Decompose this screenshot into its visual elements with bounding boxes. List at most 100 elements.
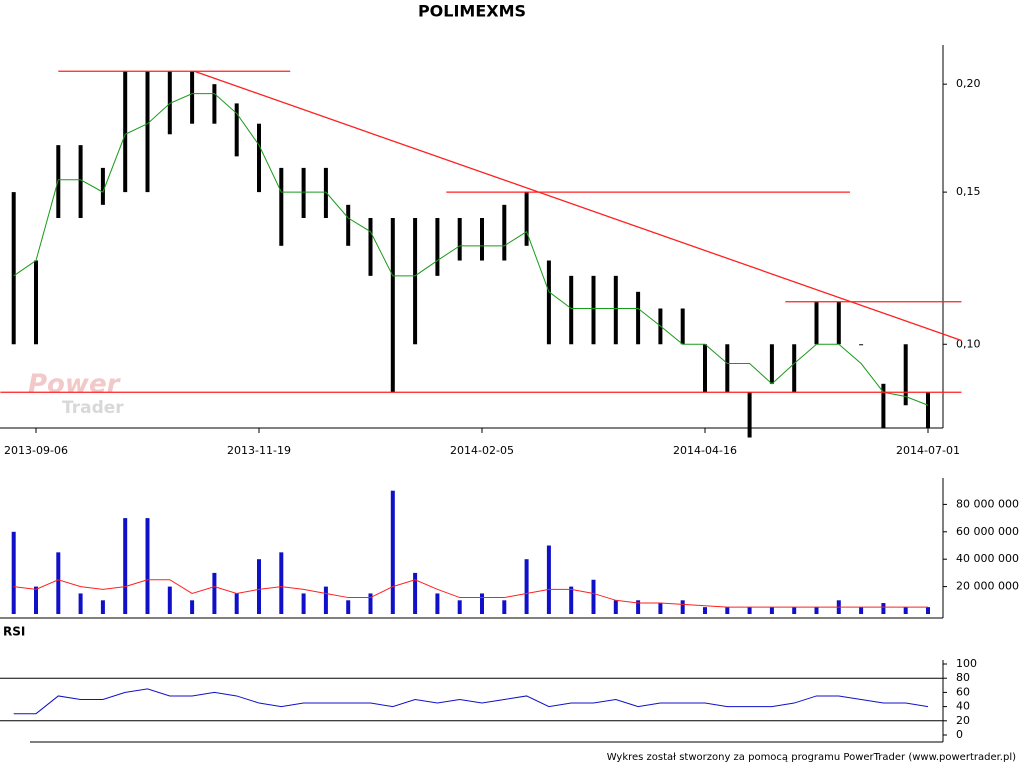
bar: [279, 552, 284, 614]
bar: [234, 593, 239, 614]
y-tick-label: 0,20: [956, 77, 981, 90]
bar: [881, 603, 886, 614]
bar: [323, 586, 328, 614]
bar: [56, 552, 61, 614]
bar: [390, 490, 395, 614]
y-tick-label: 20: [956, 714, 970, 727]
hilo-bar: [413, 218, 418, 345]
bar: [78, 593, 83, 614]
bar: [502, 600, 507, 614]
hilo-bar: [234, 103, 239, 157]
hilo-bar: [703, 344, 707, 393]
hilo-bar: [100, 167, 105, 205]
y-tick-label: 100: [956, 657, 977, 670]
bar: [257, 559, 261, 614]
x-tick-label: 2014-04-16: [673, 444, 737, 457]
hilo-bar: [457, 218, 462, 261]
bar: [435, 593, 440, 614]
footer: Wykres został stworzony za pomocą progra…: [607, 752, 1016, 763]
hilo-bar: [926, 392, 930, 428]
bar: [636, 600, 641, 614]
hilo-bar: [145, 71, 150, 193]
y-tick-label: 40 000 000: [956, 552, 1019, 565]
hilo-bar: [836, 301, 841, 345]
bar: [480, 593, 484, 614]
trend-line: [194, 70, 962, 342]
x-tick-label: 2014-07-01: [896, 444, 960, 457]
hilo-bar: [212, 84, 217, 124]
hilo-bar: [279, 167, 284, 246]
bar: [903, 607, 908, 614]
hilo-bar: [524, 192, 529, 246]
bar: [212, 572, 217, 614]
bar: [769, 607, 774, 614]
panel-title: RSI: [3, 625, 25, 639]
y-tick-label: 80: [956, 671, 970, 684]
hilo-bar: [747, 392, 752, 438]
bar: [859, 607, 864, 614]
bar: [190, 600, 195, 614]
hilo-bar: [390, 218, 395, 393]
bar: [792, 607, 797, 614]
y-tick-label: 60 000 000: [956, 525, 1019, 538]
bar: [747, 607, 752, 614]
bar: [167, 586, 172, 614]
hilo-bar: [11, 192, 16, 345]
chart-title: POLIMEXMS: [418, 2, 526, 21]
series-line: [13, 688, 929, 715]
hilo-bar: [613, 275, 618, 345]
hilo-bar: [546, 260, 551, 345]
series-line: [13, 579, 928, 608]
hilo-bar: [859, 344, 864, 346]
hilo-bar: [323, 167, 328, 219]
hilo-bar: [301, 167, 306, 219]
y-tick-label: 0: [956, 728, 963, 741]
hilo-bar: [725, 344, 730, 393]
hilo-bar: [257, 123, 261, 193]
hilo-bar: [569, 275, 574, 345]
y-tick-label: 40: [956, 700, 970, 713]
bar: [591, 579, 596, 614]
bar: [301, 593, 306, 614]
x-tick-label: 2013-11-19: [227, 444, 291, 457]
watermark: Power: [28, 370, 122, 400]
series-line: [13, 93, 929, 406]
bar: [413, 572, 418, 614]
hilo-bar: [814, 301, 819, 345]
hilo-bar: [680, 308, 685, 345]
hilo-bar: [435, 218, 440, 276]
x-tick-label: 2014-02-05: [450, 444, 514, 457]
y-tick-label: 60: [956, 685, 970, 698]
bar: [926, 607, 930, 614]
hilo-bar: [502, 204, 507, 261]
watermark: Trader: [62, 398, 124, 418]
bar: [457, 600, 462, 614]
hilo-bar: [167, 71, 172, 135]
bar: [658, 603, 663, 614]
bar: [680, 600, 685, 614]
bar: [569, 586, 574, 614]
hilo-bar: [123, 71, 128, 193]
bar: [814, 607, 819, 614]
hilo-bar: [591, 275, 596, 345]
x-tick-label: 2013-09-06: [4, 444, 68, 457]
hilo-bar: [78, 145, 83, 219]
hilo-bar: [769, 344, 774, 384]
bar: [703, 607, 707, 614]
hilo-bar: [368, 218, 373, 276]
y-tick-label: 0,15: [956, 185, 981, 198]
hilo-bar: [346, 204, 351, 246]
hilo-bar: [903, 344, 908, 406]
bar: [725, 607, 730, 614]
bar: [546, 545, 551, 614]
hilo-bar: [636, 291, 641, 345]
bar: [346, 600, 351, 614]
bar: [11, 531, 16, 614]
bar: [613, 600, 618, 614]
hilo-bar: [881, 383, 886, 428]
bar: [34, 586, 38, 614]
hilo-bar: [34, 260, 38, 345]
hilo-bar: [190, 71, 195, 124]
y-tick-label: 20 000 000: [956, 580, 1019, 593]
